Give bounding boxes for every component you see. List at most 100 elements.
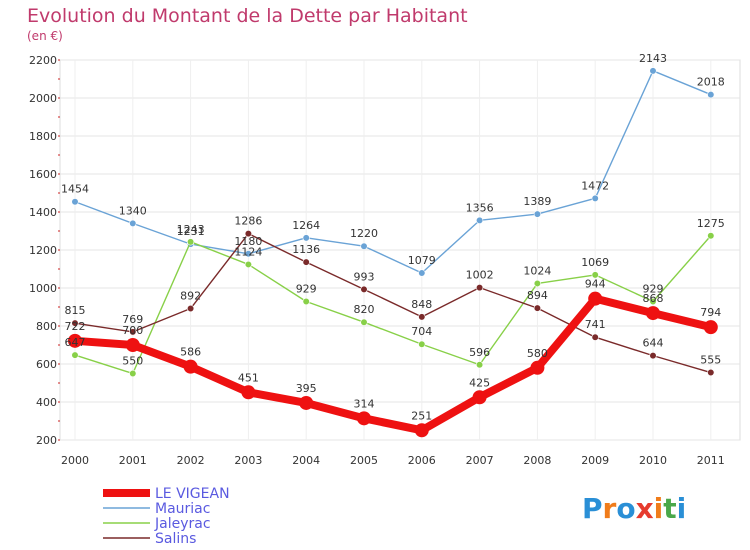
y-tick-label: 2000 <box>29 92 57 105</box>
data-point <box>68 333 82 348</box>
data-point <box>591 194 599 202</box>
data-label: 1124 <box>234 245 262 258</box>
data-point <box>357 411 371 426</box>
data-label: 1264 <box>292 219 320 232</box>
y-tick-label: 1000 <box>29 282 57 295</box>
data-label: 1243 <box>177 223 205 236</box>
data-label: 1079 <box>408 254 436 267</box>
data-label: 820 <box>354 303 375 316</box>
data-label: 794 <box>700 306 721 319</box>
x-tick-label: 2007 <box>466 454 494 467</box>
data-label: 929 <box>296 282 317 295</box>
data-point <box>187 238 195 246</box>
data-label: 1180 <box>234 235 262 248</box>
data-point <box>533 279 542 288</box>
data-point <box>476 361 484 369</box>
data-point <box>302 258 310 266</box>
data-point <box>588 291 603 306</box>
data-point <box>418 340 426 348</box>
data-point <box>533 304 542 312</box>
x-tick-label: 2009 <box>581 454 609 467</box>
data-label: 596 <box>469 346 490 359</box>
data-label: 1389 <box>523 195 551 208</box>
data-point <box>591 271 599 279</box>
data-label: 1136 <box>292 243 320 256</box>
data-point <box>241 385 256 400</box>
data-point <box>129 219 137 227</box>
data-label: 894 <box>527 289 548 302</box>
proxiti-logo: Proxiti <box>582 492 686 525</box>
logo-letter: r <box>603 492 617 525</box>
data-label: 1340 <box>119 204 147 217</box>
logo-letter: x <box>636 492 654 525</box>
y-tick-label: 1800 <box>29 130 57 143</box>
data-label: 395 <box>296 382 317 395</box>
logo-letter: P <box>582 492 603 525</box>
data-point <box>302 234 310 242</box>
data-point <box>649 297 657 306</box>
data-point <box>244 230 252 238</box>
data-label: 1024 <box>523 264 551 277</box>
data-point <box>707 368 715 377</box>
data-label: 1231 <box>177 225 205 238</box>
data-label: 580 <box>527 347 548 360</box>
data-point <box>71 351 79 359</box>
series-line-jaleyrac <box>74 235 712 375</box>
data-point <box>244 260 252 269</box>
data-point <box>533 210 542 218</box>
data-point <box>183 359 198 374</box>
data-label: 2018 <box>697 76 725 89</box>
y-tick-label: 1400 <box>29 206 57 219</box>
series-group <box>68 67 718 438</box>
data-label: 451 <box>238 371 259 384</box>
data-label: 700 <box>122 324 143 337</box>
chart-title: Evolution du Montant de la Dette par Hab… <box>27 5 468 27</box>
legend-label: Salins <box>155 531 196 547</box>
legend-label: LE VIGEAN <box>155 486 230 502</box>
data-labels: 1454 1340 1231 1180 1264 1220 1079 1356 1389 1472… <box>61 52 725 422</box>
logo-letter: i <box>654 492 664 525</box>
grid <box>59 59 741 441</box>
x-tick-label: 2005 <box>350 454 378 467</box>
data-label: 647 <box>65 336 86 349</box>
data-label: 2143 <box>639 52 667 65</box>
axes: 200 400 600 800 1000 1200 1400 1600 1800 2000 2200… <box>29 54 725 467</box>
logo-letter: t <box>663 492 676 525</box>
data-point <box>472 390 487 405</box>
data-point <box>71 319 79 327</box>
data-point <box>129 369 137 378</box>
data-point <box>360 242 368 250</box>
x-tick-label: 2002 <box>177 454 205 467</box>
data-point <box>530 360 545 375</box>
series-line-le-vigean <box>71 294 715 435</box>
data-point <box>129 328 137 336</box>
data-label: 314 <box>354 397 375 410</box>
logo-letter: i <box>677 492 687 525</box>
data-point <box>591 333 599 341</box>
data-point <box>646 306 660 321</box>
data-point <box>414 423 429 438</box>
x-tick-label: 2003 <box>234 454 262 467</box>
data-label: 1275 <box>697 217 725 230</box>
data-label: 722 <box>65 320 86 333</box>
y-tick-label: 1600 <box>29 168 57 181</box>
x-tick-label: 2011 <box>697 454 725 467</box>
legend-label: Jaleyrac <box>154 516 211 532</box>
data-point <box>360 318 368 326</box>
data-label: 550 <box>122 355 143 368</box>
data-label: 1220 <box>350 227 378 240</box>
data-label: 586 <box>180 346 201 359</box>
data-label: 1472 <box>581 179 609 192</box>
data-label: 848 <box>411 298 432 311</box>
data-label: 929 <box>643 282 664 295</box>
x-tick-label: 2010 <box>639 454 667 467</box>
data-label: 555 <box>700 354 721 367</box>
x-tick-label: 2008 <box>523 454 551 467</box>
data-point <box>649 67 657 75</box>
data-point <box>125 338 140 352</box>
y-tick-label: 1200 <box>29 244 57 257</box>
legend-label: Mauriac <box>155 501 210 517</box>
data-label: 815 <box>65 304 86 317</box>
